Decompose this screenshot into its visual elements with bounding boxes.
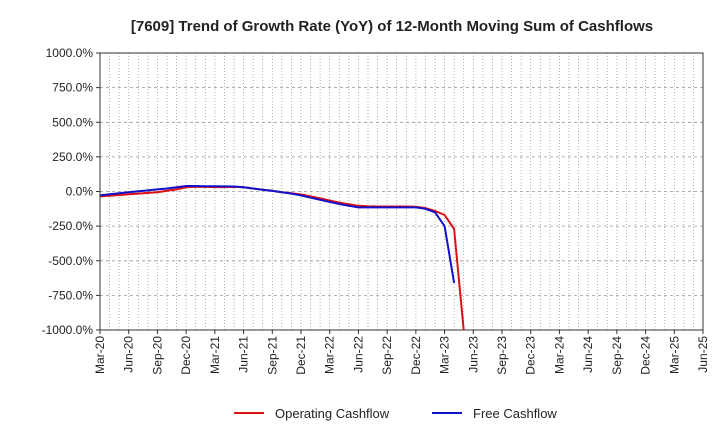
axes: 1000.0% 750.0% 500.0% 250.0% 0.0% -250.0% -500… bbox=[42, 46, 710, 375]
x-tick-label: Dec-22 bbox=[409, 336, 423, 375]
x-tick-label: Sep-20 bbox=[150, 336, 164, 375]
x-tick-label: Jun-20 bbox=[122, 336, 136, 373]
legend: Operating Cashflow Free Cashflow bbox=[234, 406, 557, 421]
x-tick-label: Mar-21 bbox=[208, 336, 222, 374]
x-tick-label: Mar-23 bbox=[438, 336, 452, 374]
x-tick-label: Mar-25 bbox=[667, 336, 681, 374]
x-tick-label: Sep-24 bbox=[610, 336, 624, 375]
x-tick-label: Dec-20 bbox=[179, 336, 193, 375]
grid bbox=[100, 52, 703, 331]
legend-label: Operating Cashflow bbox=[275, 406, 390, 421]
x-tick-label: Jun-23 bbox=[466, 336, 480, 373]
x-tick-label: Mar-20 bbox=[93, 336, 107, 374]
series-layer bbox=[100, 185, 465, 330]
y-tick-label: 250.0% bbox=[52, 150, 93, 164]
series-line-free-cashflow bbox=[100, 185, 456, 284]
x-tick-label: Dec-21 bbox=[294, 336, 308, 375]
y-tick-label: 750.0% bbox=[52, 81, 93, 95]
x-tick-label: Sep-22 bbox=[380, 336, 394, 375]
y-tick-label: -750.0% bbox=[48, 288, 93, 302]
y-tick-label: -250.0% bbox=[48, 219, 93, 233]
x-tick-label: Jun-24 bbox=[581, 336, 595, 373]
x-tick-label: Jun-22 bbox=[351, 336, 365, 373]
x-tick-label: Jun-25 bbox=[696, 336, 710, 373]
x-tick-label: Dec-24 bbox=[639, 336, 653, 375]
x-tick-label: Sep-21 bbox=[265, 336, 279, 375]
x-tick-label: Sep-23 bbox=[495, 336, 509, 375]
x-tick-label: Jun-21 bbox=[237, 336, 251, 373]
x-tick-label: Dec-23 bbox=[524, 336, 538, 375]
chart-title: [7609] Trend of Growth Rate (YoY) of 12-… bbox=[131, 18, 653, 35]
x-tick-label: Mar-24 bbox=[552, 336, 566, 374]
y-tick-label: 0.0% bbox=[66, 185, 94, 199]
legend-label: Free Cashflow bbox=[473, 406, 557, 421]
y-tick-label: -500.0% bbox=[48, 254, 93, 268]
y-tick-label: 1000.0% bbox=[46, 46, 94, 60]
x-tick-label: Mar-22 bbox=[323, 336, 337, 374]
y-tick-label: 500.0% bbox=[52, 115, 93, 129]
y-tick-label: -1000.0% bbox=[42, 323, 94, 337]
